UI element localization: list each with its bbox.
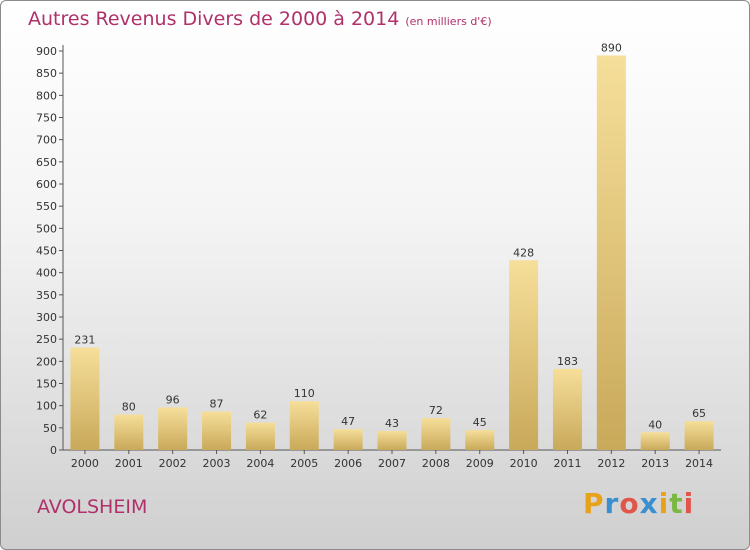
y-tick-label: 600 [36, 178, 57, 191]
y-tick-label: 500 [36, 222, 57, 235]
chart-title-text: Autres Revenus Divers de 2000 à 2014 [28, 8, 400, 30]
x-tick-label-2004: 2004 [246, 457, 274, 470]
proxiti-logo: Proxiti [583, 487, 694, 520]
x-tick-label-2008: 2008 [422, 457, 450, 470]
x-tick-label-2012: 2012 [597, 457, 625, 470]
x-tick-label-2011: 2011 [553, 457, 581, 470]
y-tick-label: 100 [36, 400, 57, 413]
bar-2001 [114, 414, 144, 450]
x-tick-label-2014: 2014 [685, 457, 713, 470]
data-label-2013: 40 [648, 418, 662, 431]
data-label-2014: 65 [692, 407, 706, 420]
data-label-2011: 183 [557, 355, 578, 368]
y-tick-label: 800 [36, 89, 57, 102]
y-tick-label: 850 [36, 67, 57, 80]
data-label-2002: 96 [166, 393, 180, 406]
logo-letter: r [604, 487, 620, 520]
bar-2012 [596, 55, 626, 450]
data-label-2010: 428 [513, 246, 534, 259]
x-tick-label-2005: 2005 [290, 457, 318, 470]
logo-letter: i [683, 487, 695, 520]
logo-letter: o [619, 487, 640, 520]
chart-title: Autres Revenus Divers de 2000 à 2014 (en … [28, 8, 492, 30]
y-tick-label: 150 [36, 378, 57, 391]
chart-subtitle: (en milliers d'€) [405, 15, 492, 28]
y-tick-label: 550 [36, 200, 57, 213]
data-label-2007: 43 [385, 417, 399, 430]
y-tick-label: 200 [36, 355, 57, 368]
bar-2008 [421, 418, 451, 450]
data-label-2006: 47 [341, 415, 355, 428]
bar-2011 [552, 368, 582, 450]
y-tick-label: 900 [36, 45, 57, 58]
data-label-2008: 72 [429, 404, 443, 417]
data-label-2009: 45 [473, 416, 487, 429]
x-tick-label-2002: 2002 [159, 457, 187, 470]
data-label-2005: 110 [294, 387, 315, 400]
y-tick-label: 750 [36, 112, 57, 125]
x-tick-label-2010: 2010 [510, 457, 538, 470]
x-tick-label-2013: 2013 [641, 457, 669, 470]
y-tick-label: 450 [36, 245, 57, 258]
commune-name: AVOLSHEIM [37, 496, 148, 518]
bar-2002 [158, 407, 188, 450]
x-tick-label-2007: 2007 [378, 457, 406, 470]
y-tick-label: 700 [36, 134, 57, 147]
data-label-2004: 62 [253, 409, 267, 422]
y-tick-label: 0 [50, 444, 57, 457]
logo-letter: P [583, 487, 605, 520]
bar-2003 [202, 411, 232, 450]
bar-2009 [465, 430, 495, 450]
y-tick-label: 650 [36, 156, 57, 169]
y-tick-label: 50 [43, 422, 57, 435]
bar-2014 [684, 421, 714, 450]
data-label-2003: 87 [210, 397, 224, 410]
logo-letter: x [639, 487, 659, 520]
x-tick-label-2006: 2006 [334, 457, 362, 470]
x-tick-label-2000: 2000 [71, 457, 99, 470]
bar-2000 [70, 347, 100, 450]
logo-letter: t [669, 487, 684, 520]
bar-2006 [333, 429, 363, 450]
bar-2010 [509, 260, 539, 450]
data-label-2012: 890 [601, 41, 622, 54]
bar-2005 [289, 401, 319, 450]
data-label-2001: 80 [122, 401, 136, 414]
logo-letter: i [658, 487, 670, 520]
x-tick-label-2001: 2001 [115, 457, 143, 470]
bar-2013 [640, 432, 670, 450]
x-tick-label-2003: 2003 [203, 457, 231, 470]
data-label-2000: 231 [74, 334, 95, 347]
y-tick-label: 400 [36, 267, 57, 280]
y-tick-label: 350 [36, 289, 57, 302]
bar-2007 [377, 430, 407, 450]
y-tick-label: 250 [36, 333, 57, 346]
bar-2004 [245, 422, 275, 450]
x-tick-label-2009: 2009 [466, 457, 494, 470]
y-tick-label: 300 [36, 311, 57, 324]
